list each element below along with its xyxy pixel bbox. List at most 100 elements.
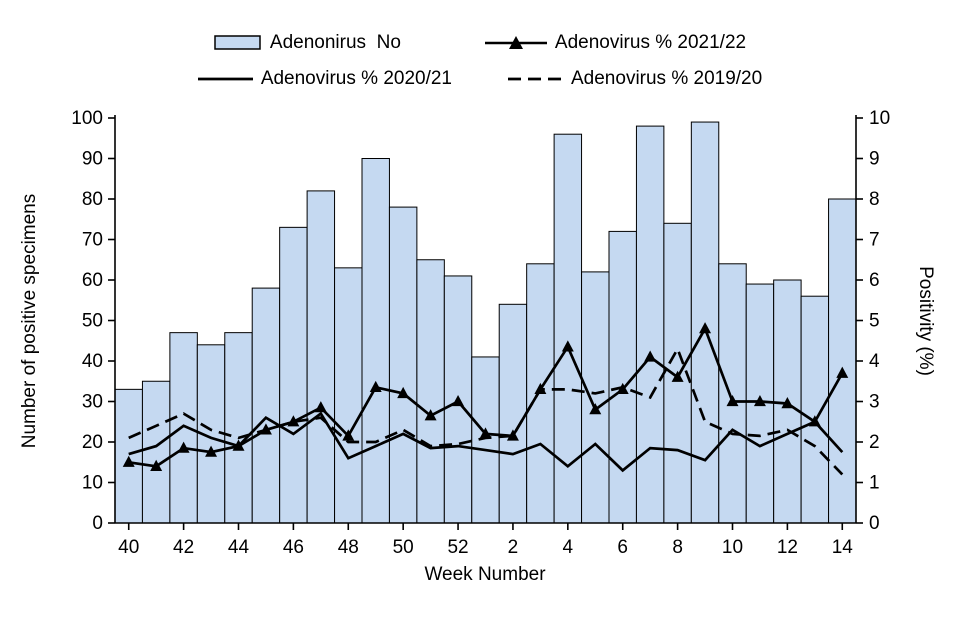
triangle-marker bbox=[397, 386, 410, 399]
left-tick-label: 60 bbox=[82, 270, 103, 291]
bar-week-47 bbox=[306, 190, 336, 524]
solid-line-icon bbox=[197, 77, 253, 81]
triangle-marker bbox=[424, 409, 437, 421]
dashed-line-icon bbox=[508, 77, 563, 81]
right-tick-label: 0 bbox=[869, 513, 880, 534]
triangle-marker bbox=[452, 395, 465, 407]
right-tick-label: 7 bbox=[869, 230, 880, 251]
triangle-marker bbox=[808, 415, 821, 427]
triangle-marker bbox=[644, 350, 657, 362]
x-tick-label: 44 bbox=[228, 537, 250, 558]
bar-swatch-icon bbox=[214, 35, 261, 50]
triangle-marker bbox=[753, 395, 766, 407]
bar-week-5 bbox=[581, 271, 610, 524]
bar-week-10 bbox=[718, 263, 747, 524]
x-tick-label: 4 bbox=[563, 537, 574, 558]
left-tick-label: 40 bbox=[82, 351, 103, 372]
triangle-marker bbox=[232, 439, 245, 451]
right-axis-title: Positivity (%) bbox=[915, 266, 936, 376]
bar-week-2 bbox=[498, 303, 528, 524]
bar-week-51 bbox=[416, 259, 445, 524]
bar-week-46 bbox=[279, 226, 308, 524]
left-tick-label: 0 bbox=[92, 513, 103, 534]
legend-label-2019-20: Adenovirus % 2019/20 bbox=[571, 68, 763, 89]
left-axis-title: Number of positive specimens bbox=[19, 193, 40, 449]
legend-item-2021-22: Adenovirus % 2021/22 bbox=[484, 32, 747, 54]
bar-week-7 bbox=[635, 125, 665, 524]
triangle-marker bbox=[781, 397, 794, 409]
bar-week-50 bbox=[388, 206, 418, 524]
triangle-marker bbox=[589, 403, 602, 415]
x-tick-label: 10 bbox=[722, 537, 743, 558]
x-tick-label: 46 bbox=[283, 537, 304, 558]
legend-label-bar: Adenonirus No bbox=[269, 32, 401, 53]
x-tick-label: 14 bbox=[832, 537, 854, 558]
triangle-marker bbox=[726, 395, 739, 407]
x-tick-label: 6 bbox=[617, 537, 628, 558]
bar-week-45 bbox=[251, 287, 281, 524]
legend-item-bar: Adenonirus No bbox=[214, 32, 401, 54]
triangle-marker bbox=[561, 340, 574, 352]
legend-row-2: Adenovirus % 2020/21 Adenovirus % 2019/2… bbox=[0, 68, 960, 90]
triangle-marker bbox=[616, 382, 629, 395]
triangle-marker bbox=[205, 445, 218, 457]
x-tick-label: 8 bbox=[672, 537, 683, 558]
legend-label-2021-22: Adenovirus % 2021/22 bbox=[554, 32, 747, 53]
x-tick-label: 50 bbox=[393, 537, 414, 558]
triangle-marker bbox=[150, 459, 163, 471]
x-tick-label: 48 bbox=[338, 537, 359, 558]
right-tick-label: 6 bbox=[869, 270, 880, 291]
x-tick-label: 40 bbox=[118, 537, 139, 558]
right-tick-label: 5 bbox=[869, 311, 880, 332]
legend-label-2020-21: Adenovirus % 2020/21 bbox=[260, 68, 452, 89]
triangle-marker bbox=[369, 380, 382, 393]
triangle-marker bbox=[259, 423, 272, 435]
bar-week-1 bbox=[471, 356, 500, 524]
left-tick-label: 10 bbox=[82, 473, 103, 494]
triangle-markers bbox=[122, 322, 849, 471]
triangle-marker bbox=[122, 455, 135, 467]
legend-item-2020-21: Adenovirus % 2020/21 bbox=[197, 68, 452, 90]
right-tick-label: 2 bbox=[869, 432, 880, 453]
bar-week-49 bbox=[361, 158, 390, 524]
triangle-marker bbox=[177, 441, 190, 453]
triangle-marker bbox=[506, 429, 519, 441]
right-tick-label: 8 bbox=[869, 189, 880, 210]
line-2020-21 bbox=[128, 411, 844, 473]
x-tick-label: 2 bbox=[508, 537, 519, 558]
triangle-marker bbox=[314, 401, 327, 413]
right-tick-label: 3 bbox=[869, 392, 880, 413]
triangle-marker bbox=[671, 370, 684, 382]
triangle-marker bbox=[479, 427, 492, 439]
bar-week-44 bbox=[224, 332, 253, 524]
left-tick-label: 20 bbox=[82, 432, 103, 453]
right-tick-label: 1 bbox=[869, 473, 880, 494]
triangle-marker bbox=[342, 429, 355, 441]
left-tick-label: 90 bbox=[82, 149, 103, 170]
triangle-line-icon bbox=[484, 36, 547, 49]
left-tick-label: 80 bbox=[82, 189, 103, 210]
left-tick-label: 30 bbox=[82, 392, 103, 413]
right-tick-label: 10 bbox=[869, 108, 890, 129]
left-tick-label: 100 bbox=[71, 108, 103, 129]
legend-item-2019-20: Adenovirus % 2019/20 bbox=[508, 68, 762, 90]
x-axis-title: Week Number bbox=[424, 564, 546, 585]
bar-week-41 bbox=[141, 380, 171, 524]
left-tick-label: 70 bbox=[82, 230, 103, 251]
bar-week-13 bbox=[800, 295, 830, 524]
bars-group bbox=[114, 121, 857, 524]
triangle-marker bbox=[836, 366, 849, 378]
bar-week-48 bbox=[334, 267, 363, 524]
x-tick-label: 12 bbox=[777, 537, 798, 558]
x-tick-label: 52 bbox=[447, 537, 468, 558]
x-tick-label: 42 bbox=[173, 537, 194, 558]
triangle-marker bbox=[699, 322, 712, 334]
left-tick-label: 50 bbox=[82, 311, 103, 332]
triangle-marker bbox=[287, 415, 300, 427]
legend-row-1: Adenonirus No Adenovirus % 2021/22 bbox=[0, 32, 960, 54]
triangle-marker bbox=[534, 382, 547, 395]
bar-week-42 bbox=[169, 332, 198, 524]
right-tick-label: 9 bbox=[869, 149, 880, 170]
